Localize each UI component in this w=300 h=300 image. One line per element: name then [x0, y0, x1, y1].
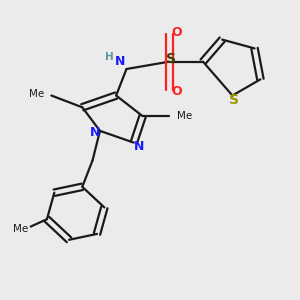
Text: Me: Me	[29, 89, 44, 99]
Text: Me: Me	[13, 224, 28, 235]
Text: N: N	[134, 140, 144, 153]
Text: Me: Me	[176, 111, 192, 121]
Text: H: H	[105, 52, 114, 62]
Text: O: O	[171, 85, 182, 98]
Text: O: O	[171, 26, 182, 39]
Text: N: N	[89, 126, 100, 139]
Text: S: S	[229, 93, 239, 107]
Text: S: S	[166, 52, 176, 66]
Text: N: N	[116, 55, 126, 68]
